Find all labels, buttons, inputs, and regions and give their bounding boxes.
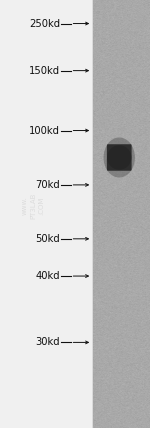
Ellipse shape [107, 145, 131, 170]
Text: 30kd: 30kd [35, 337, 60, 348]
Text: 40kd: 40kd [35, 271, 60, 281]
FancyBboxPatch shape [107, 144, 132, 171]
Text: www.
PT3LAB
.COM: www. PT3LAB .COM [22, 192, 44, 219]
Text: 150kd: 150kd [29, 65, 60, 76]
Text: 70kd: 70kd [35, 180, 60, 190]
Ellipse shape [103, 137, 135, 178]
Bar [93, 0, 150, 428]
Text: 250kd: 250kd [29, 18, 60, 29]
Text: 50kd: 50kd [35, 234, 60, 244]
Text: 100kd: 100kd [29, 125, 60, 136]
